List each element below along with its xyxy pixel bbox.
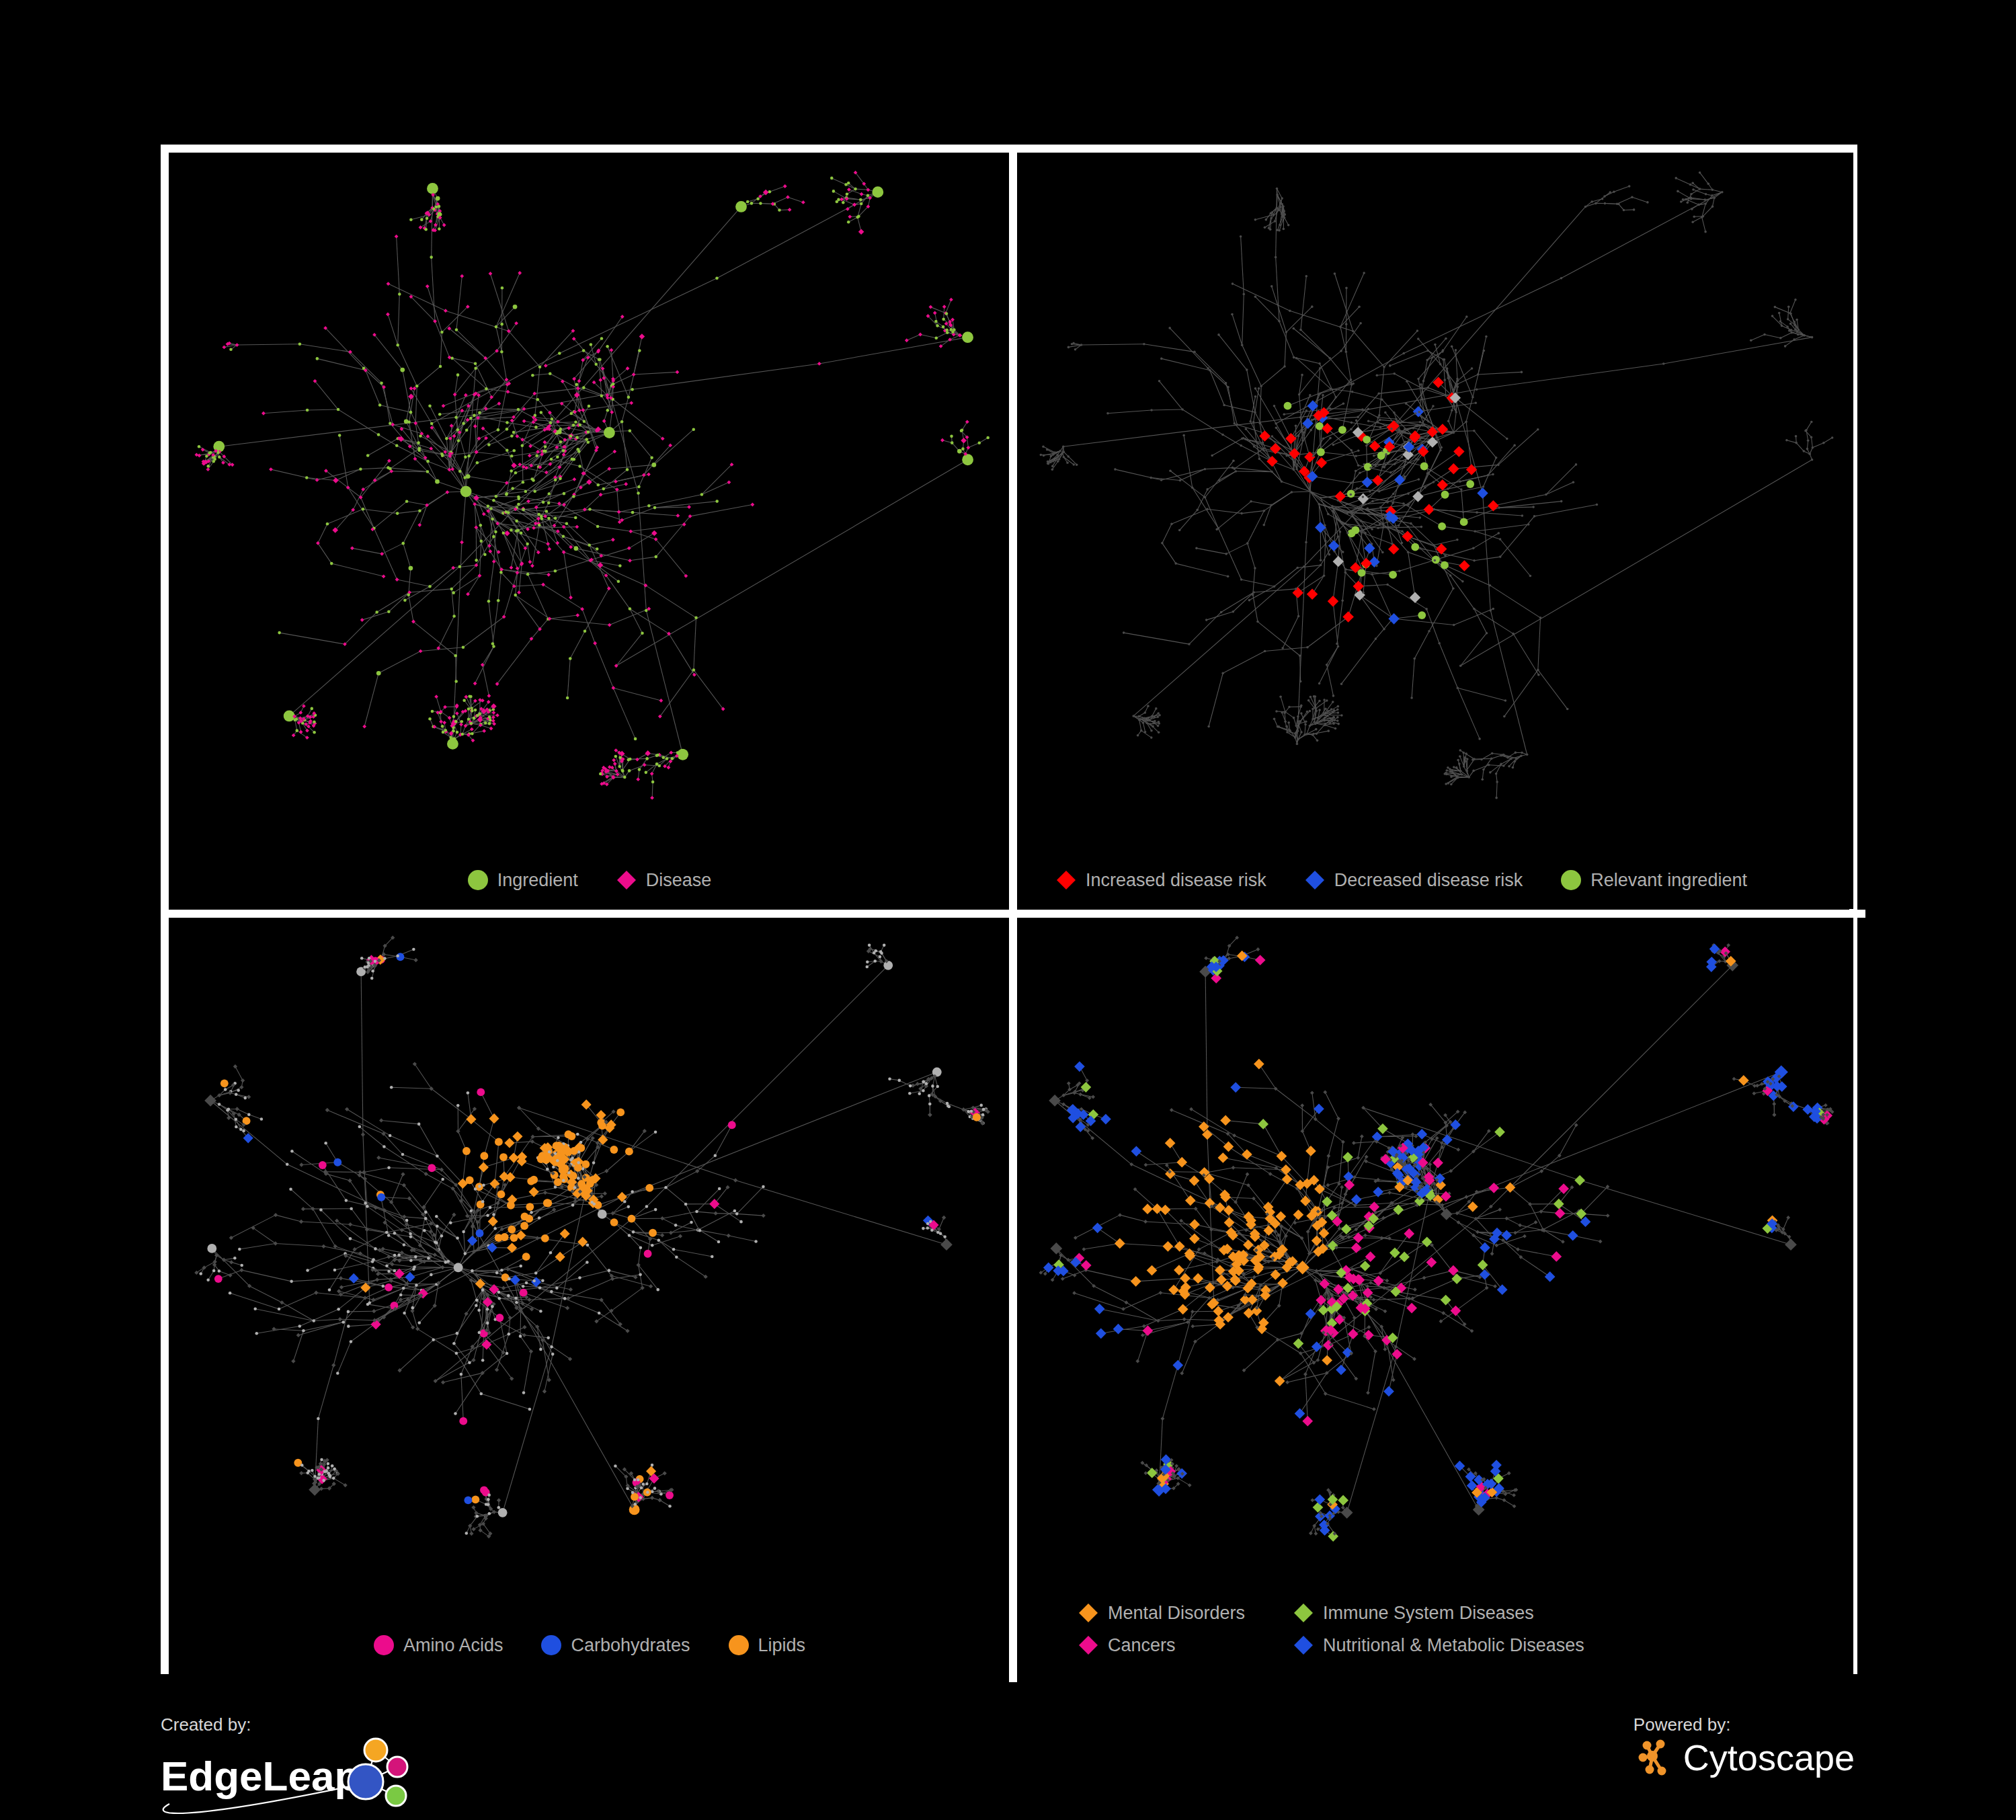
svg-text:EdgeLeap: EdgeLeap — [161, 1753, 360, 1799]
